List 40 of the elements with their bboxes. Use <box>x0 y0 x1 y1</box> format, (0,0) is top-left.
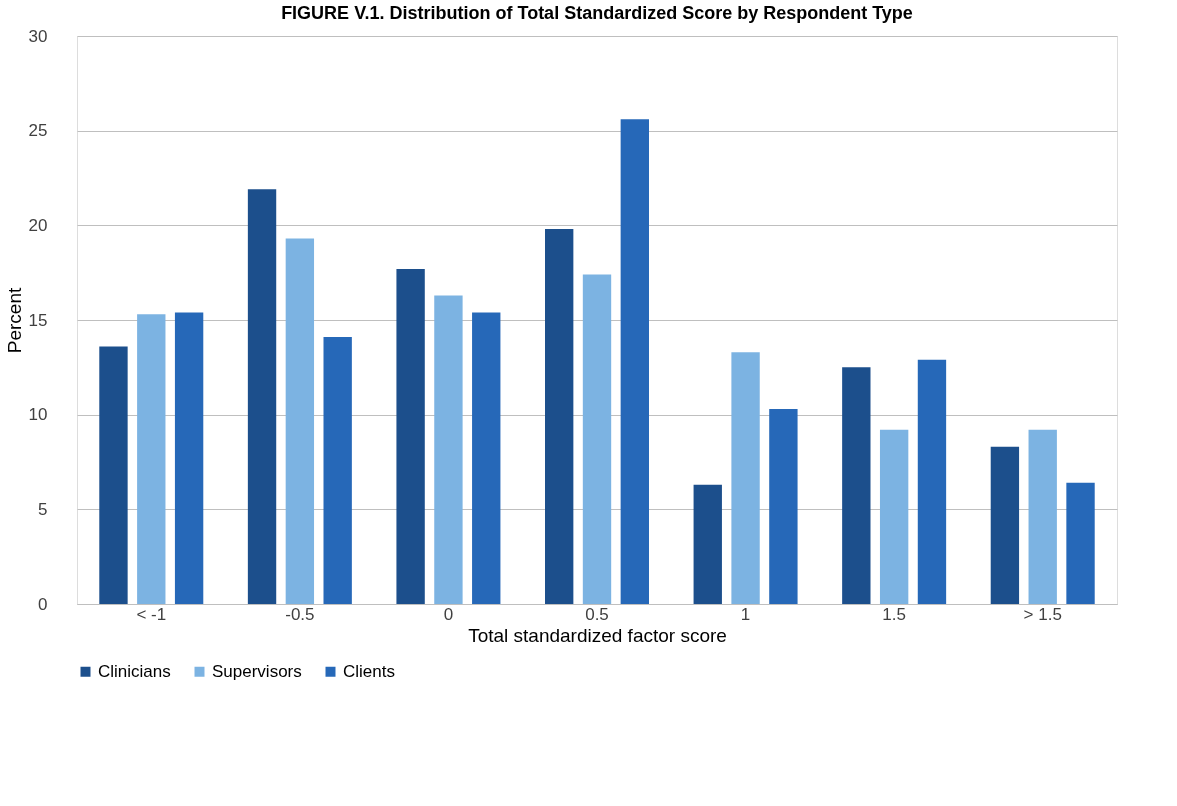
bar <box>769 408 798 604</box>
bar <box>917 359 947 604</box>
bar <box>545 229 574 604</box>
bar <box>396 268 425 604</box>
x-tick-label: < -1 <box>136 604 167 624</box>
bar <box>620 119 649 604</box>
x-tick-label: > 1.5 <box>1023 604 1062 624</box>
x-axis-title: Total standardized factor score <box>468 624 727 646</box>
bar <box>434 295 463 604</box>
bar <box>285 238 315 604</box>
x-tick-label: 0.5 <box>585 604 609 624</box>
bar <box>174 312 204 604</box>
y-tick-label: 25 <box>28 121 48 141</box>
bar <box>582 274 612 604</box>
bar <box>99 346 128 604</box>
y-axis-title: Percent <box>3 287 25 354</box>
bar <box>1028 429 1057 604</box>
x-tick-label: -0.5 <box>285 604 315 624</box>
bar <box>990 446 1020 604</box>
legend-label: Clinicians <box>98 661 171 681</box>
bar <box>247 189 277 604</box>
y-tick-label: 15 <box>28 310 48 330</box>
bar <box>879 429 909 604</box>
bar <box>472 312 501 604</box>
y-tick-label: 5 <box>38 499 48 519</box>
bar <box>693 484 722 604</box>
x-tick-label: 1.5 <box>882 604 906 624</box>
bar <box>842 367 871 604</box>
y-tick-label: 30 <box>28 26 48 46</box>
x-tick-label: 0 <box>443 604 454 624</box>
legend-label: Clients <box>343 661 395 681</box>
x-tick-label: 1 <box>740 604 751 624</box>
chart-title: FIGURE V.1. Distribution of Total Standardized Score by Respondent Type <box>281 3 913 23</box>
bar <box>1066 482 1095 604</box>
bar <box>137 314 166 604</box>
bar <box>731 352 760 604</box>
y-tick-label: 20 <box>28 215 48 235</box>
bar <box>323 337 352 604</box>
legend-label: Supervisors <box>212 661 302 681</box>
y-tick-label: 10 <box>28 405 48 425</box>
